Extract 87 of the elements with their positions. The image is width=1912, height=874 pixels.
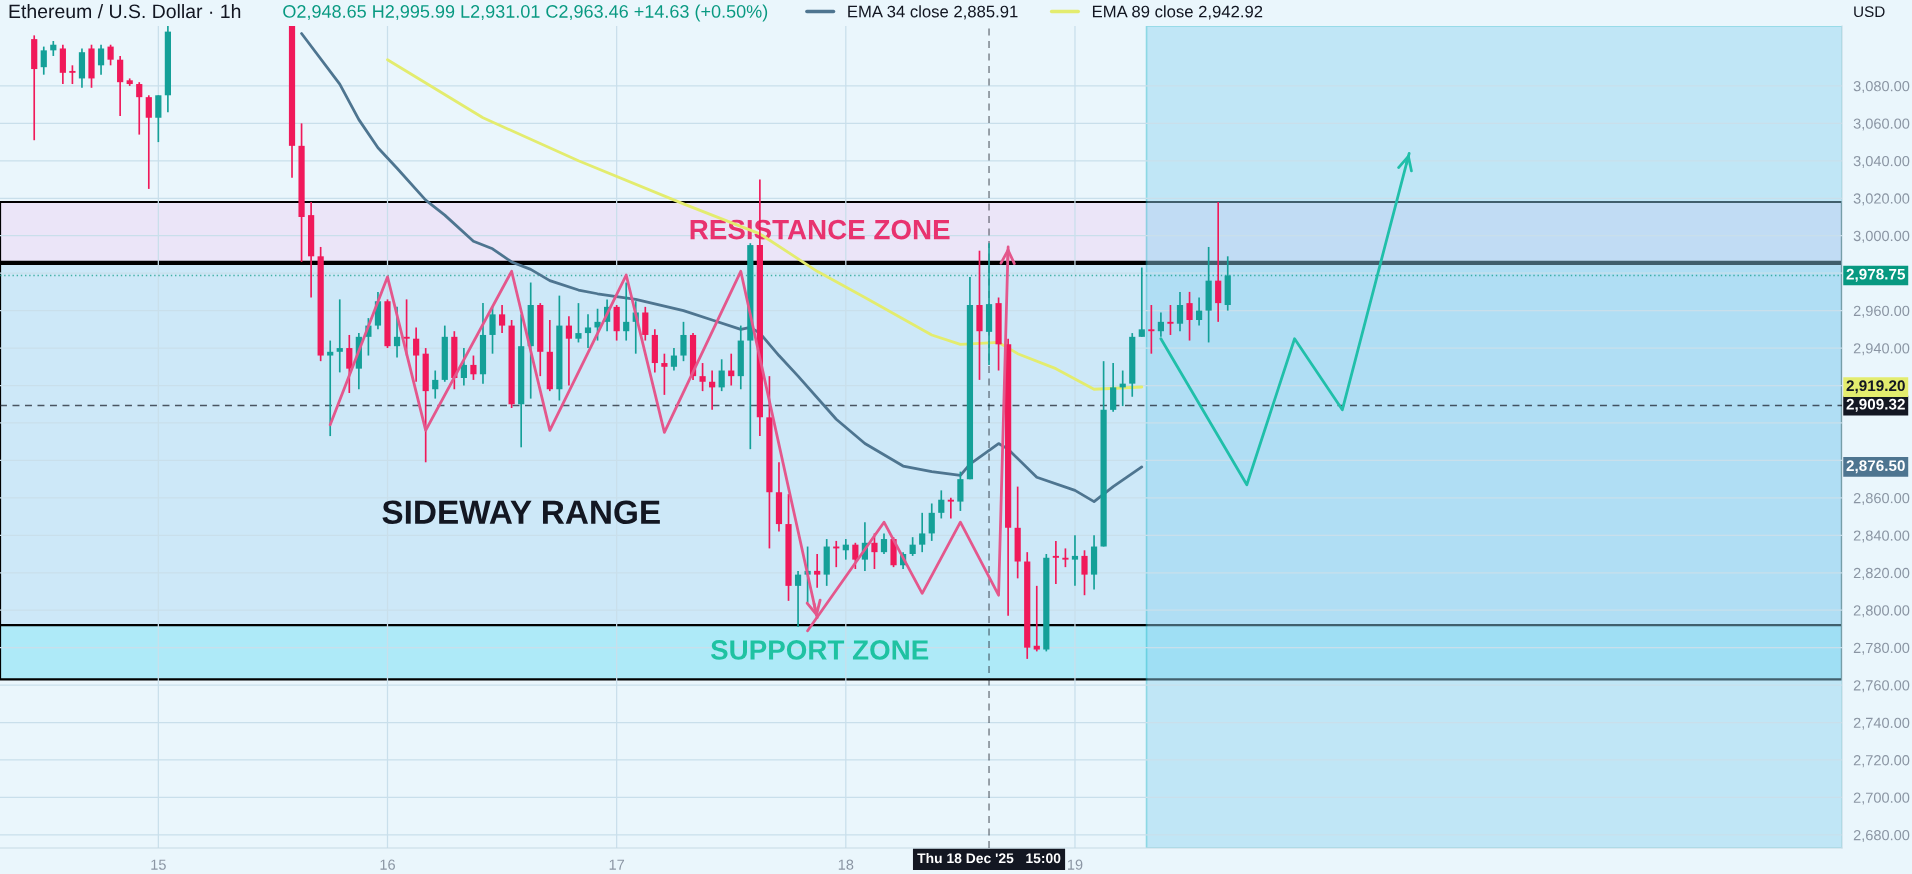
line-series xyxy=(386,58,1144,391)
chart-subtitle: O2,948.65 H2,995.99 L2,931.01 C2,963.46 +14.63 (+0.50%) xyxy=(283,4,768,22)
y-tick-label: 2,800.00 xyxy=(1853,605,1910,618)
candlestick xyxy=(938,489,945,520)
candlestick xyxy=(814,553,821,589)
candlestick xyxy=(928,502,935,542)
candlestick xyxy=(346,334,353,394)
candlestick xyxy=(336,298,343,374)
candlestick xyxy=(623,281,630,342)
text: 2,876.50 xyxy=(1846,460,1905,474)
y-tick-label: 3,020.00 xyxy=(1853,193,1910,206)
candlestick xyxy=(155,94,162,143)
ref-line-label: 2,909.32 xyxy=(1846,398,1905,412)
x-tick-label: 16 xyxy=(380,859,395,870)
y-tick-label: 2,720.00 xyxy=(1853,755,1910,768)
y-tick-label: 3,080.00 xyxy=(1853,81,1910,94)
candlestick xyxy=(880,532,888,555)
chart-title: Ethereum / U.S. Dollar · 1h xyxy=(9,3,241,19)
y-tick-label: 2,680.00 xyxy=(1853,829,1910,843)
candlestick xyxy=(1033,585,1040,653)
y-tick-label: 3,060.00 xyxy=(1853,118,1910,131)
candlestick xyxy=(1081,549,1088,597)
candlestick xyxy=(947,497,954,520)
candlestick xyxy=(1186,291,1193,342)
candlestick xyxy=(40,45,47,76)
candlestick xyxy=(642,306,649,342)
candlestick xyxy=(1062,547,1069,568)
y-tick-label: 3,000.00 xyxy=(1853,230,1910,243)
ref-line-label: Thu 18 Dec '25 15:00 xyxy=(917,852,1061,864)
candlestick xyxy=(1138,266,1145,338)
candlestick xyxy=(1215,201,1222,323)
candlestick xyxy=(1052,540,1059,585)
candlestick xyxy=(794,570,802,628)
y-tick-label: 2,700.00 xyxy=(1853,792,1910,805)
candlestick xyxy=(327,339,334,437)
y-tick-label: 2,940.00 xyxy=(1853,343,1910,356)
candlestick xyxy=(1148,304,1155,355)
y-tick-label: 2,860.00 xyxy=(1853,492,1910,505)
band-label: SUPPORT ZONE xyxy=(710,640,929,660)
candlestick xyxy=(117,55,124,117)
candlestick xyxy=(852,541,859,570)
candlestick xyxy=(909,536,916,557)
candlestick xyxy=(1157,311,1164,338)
ref-line-label: 2,978.75 xyxy=(1846,268,1906,282)
candlestick xyxy=(1110,362,1117,413)
candlestick xyxy=(565,315,573,387)
annotation: SIDEWAY RANGE xyxy=(382,500,660,525)
candlestick xyxy=(107,43,114,67)
x-tick-label: 17 xyxy=(609,859,625,870)
candlestick xyxy=(432,369,439,400)
candlestick xyxy=(498,304,506,334)
candlestick xyxy=(575,302,582,344)
x-tick-label: 18 xyxy=(838,859,854,870)
candlestick xyxy=(1176,291,1184,333)
candlestick xyxy=(136,81,143,136)
legend-label: EMA 34 close 2,885.91 xyxy=(848,5,1018,20)
y-tick-label: 3,040.00 xyxy=(1853,155,1910,168)
text: 2,919.20 xyxy=(1846,380,1905,394)
candlestick xyxy=(1195,296,1203,327)
x-tick-label: 19 xyxy=(1067,859,1083,870)
y-tick-label: 2,820.00 xyxy=(1853,567,1910,580)
candlestick xyxy=(919,511,926,553)
candlestick xyxy=(670,347,678,372)
candlestick xyxy=(661,352,668,396)
candlestick xyxy=(680,321,687,363)
candlestick xyxy=(1071,534,1079,587)
candlestick xyxy=(460,347,467,387)
y-tick-label: 2,780.00 xyxy=(1853,642,1910,655)
legend-label: EMA 89 close 2,942.92 xyxy=(1092,5,1263,20)
x-tick-label: 15 xyxy=(151,859,166,870)
y-tick-label: 2,960.00 xyxy=(1853,305,1910,318)
candlestick xyxy=(957,470,964,512)
candlestick xyxy=(413,326,420,383)
candlestick xyxy=(69,64,76,85)
y-tick-label: 2,840.00 xyxy=(1853,530,1910,543)
candlestick xyxy=(699,362,706,392)
candlestick xyxy=(145,94,152,190)
y-axis-title: USD xyxy=(1854,6,1885,18)
y-tick-label: 2,740.00 xyxy=(1853,717,1910,730)
y-tick-label: 2,760.00 xyxy=(1853,680,1910,693)
candlestick xyxy=(393,306,401,359)
line-series xyxy=(1159,151,1411,487)
candlestick xyxy=(718,358,725,392)
candlestick xyxy=(97,43,105,76)
candlestick xyxy=(470,354,477,381)
candlestick xyxy=(1167,304,1174,336)
candlestick xyxy=(584,313,592,349)
